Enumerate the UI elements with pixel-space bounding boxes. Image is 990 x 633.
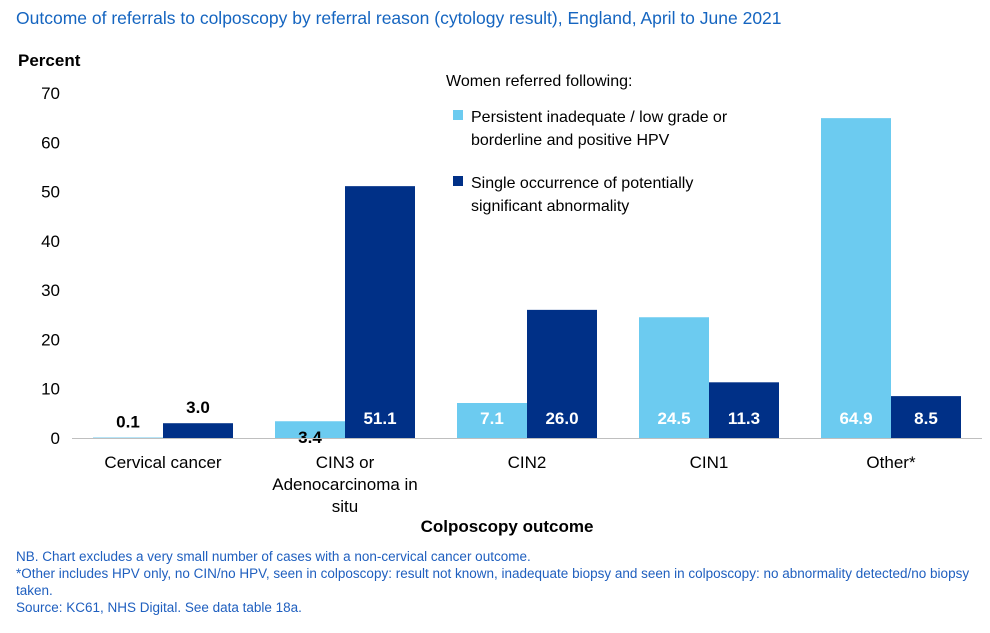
y-tick-label: 0 <box>51 429 60 448</box>
y-tick-label: 70 <box>41 84 60 103</box>
data-label: 24.5 <box>657 409 690 428</box>
legend-swatch <box>453 176 463 186</box>
y-tick-label: 50 <box>41 183 60 202</box>
footnotes: NB. Chart excludes a very small number o… <box>16 548 976 616</box>
y-tick-label: 40 <box>41 232 60 251</box>
category-label: CIN3 or <box>316 453 375 472</box>
data-label: 0.1 <box>116 413 140 432</box>
category-label: CIN1 <box>690 453 729 472</box>
category-label: situ <box>332 497 358 516</box>
legend-label: Persistent inadequate / low grade or <box>471 109 728 126</box>
bar <box>709 382 779 438</box>
data-label: 11.3 <box>728 409 760 428</box>
data-label: 8.5 <box>914 409 938 428</box>
y-tick-label: 60 <box>41 133 60 152</box>
bar <box>457 403 527 438</box>
legend-label: borderline and positive HPV <box>471 132 670 149</box>
bar <box>527 309 597 438</box>
legend-label: significant abnormality <box>471 198 629 215</box>
bar <box>93 437 163 439</box>
legend-swatch <box>453 110 463 120</box>
data-label: 51.1 <box>363 409 396 428</box>
y-tick-label: 20 <box>41 330 60 349</box>
bar <box>821 118 891 438</box>
chart-title: Outcome of referrals to colposcopy by re… <box>16 8 782 28</box>
bar <box>891 396 961 438</box>
data-label: 64.9 <box>839 409 872 428</box>
data-label: 26.0 <box>545 409 578 428</box>
bar <box>639 317 709 438</box>
y-tick-label: 10 <box>41 380 60 399</box>
y-axis-label: Percent <box>18 51 81 70</box>
data-label: 7.1 <box>480 409 504 428</box>
x-axis-label: Colposcopy outcome <box>421 517 594 536</box>
footnote-nb: NB. Chart excludes a very small number o… <box>16 549 531 564</box>
category-label: Cervical cancer <box>104 453 221 472</box>
y-tick-label: 30 <box>41 281 60 300</box>
bar <box>163 423 233 438</box>
footnote-other: *Other includes HPV only, no CIN/no HPV,… <box>16 566 970 598</box>
legend-label: Single occurrence of potentially <box>471 175 693 192</box>
footnote-source: Source: KC61, NHS Digital. See data tabl… <box>16 600 302 615</box>
category-label: CIN2 <box>508 453 547 472</box>
category-label: Other* <box>866 453 916 472</box>
legend-title: Women referred following: <box>446 73 632 90</box>
data-label: 3.4 <box>298 428 322 447</box>
category-label: Adenocarcinoma in <box>272 475 418 494</box>
bar <box>345 186 415 438</box>
bar-chart: 0 10 20 30 40 50 60 70 0.1 3.4 7.1 24.5 64.9 3.0 51.1 2… <box>41 73 982 536</box>
data-label: 3.0 <box>186 398 210 417</box>
bar <box>275 421 345 438</box>
